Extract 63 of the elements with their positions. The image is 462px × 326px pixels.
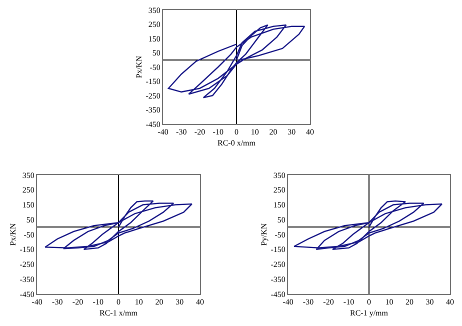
- y-axis-title: Py/KN: [259, 223, 268, 246]
- x-tick-label: 30: [426, 298, 434, 307]
- x-tick-label: 20: [269, 128, 278, 137]
- x-tick-label: 10: [385, 298, 394, 307]
- y-axis-title: Px/KN: [134, 56, 144, 78]
- y-tick-label: 350: [22, 170, 34, 180]
- y-tick-label: 250: [148, 20, 160, 30]
- y-tick-label: 250: [22, 186, 34, 195]
- x-tick-label: -40: [158, 128, 168, 137]
- x-tick-label: -10: [92, 298, 104, 307]
- y-tick-label: -50: [274, 230, 286, 240]
- y-tick-label: 150: [148, 34, 160, 44]
- x-tick-label: 10: [250, 128, 259, 137]
- x-tick-label: -20: [323, 298, 334, 307]
- x-tick-label: -10: [212, 128, 224, 137]
- x-tick-label: -10: [343, 298, 354, 307]
- y-tick-label: 250: [273, 186, 286, 195]
- x-axis-title: RC-1 x/mm: [99, 308, 138, 318]
- line-series: [44, 200, 192, 250]
- x-tick-label: -40: [32, 298, 42, 307]
- y-tick-label: -50: [150, 62, 160, 72]
- x-tick-label: 40: [446, 298, 454, 307]
- y-tick-label: -150: [146, 77, 160, 86]
- y-tick-label: 350: [273, 170, 286, 180]
- x-tick-label: 40: [196, 298, 204, 307]
- y-tick-label: 50: [152, 48, 160, 58]
- x-tick-label: -40: [282, 298, 294, 307]
- y-tick-label: 50: [277, 215, 286, 224]
- x-axis-title: RC-0 x/mm: [217, 138, 256, 148]
- x-axis-title: RC-1 y/mm: [350, 308, 389, 318]
- y-tick-label: -350: [270, 274, 286, 284]
- y-tick-label: -450: [270, 290, 286, 299]
- x-tick-label: 30: [288, 128, 296, 137]
- x-tick-label: -30: [176, 128, 187, 137]
- y-tick-label: -350: [146, 106, 160, 115]
- y-tick-label: 150: [22, 200, 34, 210]
- y-tick-label: -150: [20, 245, 34, 254]
- y-tick-label: -450: [146, 120, 160, 129]
- y-tick-label: -50: [24, 230, 34, 240]
- x-tick-label: 40: [306, 128, 314, 137]
- x-tick-label: -30: [302, 298, 314, 307]
- x-tick-label: 0: [234, 128, 238, 137]
- x-tick-label: 20: [155, 298, 164, 307]
- x-tick-label: 0: [116, 298, 120, 307]
- y-axis-title: Px/KN: [8, 223, 18, 246]
- line-series: [293, 200, 443, 250]
- y-tick-label: -250: [270, 260, 286, 270]
- y-tick-label: -350: [20, 274, 34, 284]
- x-tick-label: 20: [406, 298, 414, 307]
- y-tick-label: 150: [273, 200, 286, 210]
- line-series: [168, 24, 306, 98]
- y-tick-label: 350: [148, 6, 160, 15]
- y-tick-label: -150: [270, 245, 286, 254]
- y-tick-label: 50: [26, 215, 34, 224]
- x-tick-label: 0: [367, 298, 371, 307]
- x-tick-label: -20: [72, 298, 84, 307]
- x-tick-label: 10: [134, 298, 143, 307]
- x-tick-label: -20: [194, 128, 206, 137]
- y-tick-label: -450: [20, 290, 34, 299]
- y-tick-label: -250: [146, 91, 160, 100]
- x-tick-label: -30: [52, 298, 63, 307]
- x-tick-label: 30: [176, 298, 184, 307]
- y-tick-label: -250: [20, 260, 34, 270]
